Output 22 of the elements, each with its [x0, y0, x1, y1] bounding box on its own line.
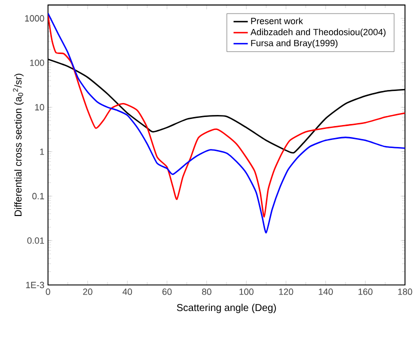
x-axis-title: Scattering angle (Deg) [176, 304, 276, 314]
y-axis-title: Differential cross section (a$_{0}$$^{2}$/sr) [13, 74, 24, 216]
x-tick-label: 20 [83, 288, 92, 295]
legend-label: Fursa and Bray(1999) [251, 40, 338, 48]
x-tick-label: 160 [358, 288, 372, 295]
y-tick-label: 100 [30, 60, 44, 66]
y-tick-label: 0.1 [32, 192, 44, 200]
x-tick-label: 180 [398, 288, 412, 295]
x-tick-label: 60 [162, 288, 172, 295]
x-tick-label: 100 [240, 288, 254, 295]
legend-label: Present work [251, 18, 304, 24]
x-tick-label: 40 [122, 288, 132, 295]
x-tick-label: 0 [46, 288, 50, 295]
y-tick-label: 1 [40, 148, 44, 155]
y-tick-label: 10 [35, 104, 44, 110]
legend-label: Adibzadeh and Theodosiou(2004) [250, 28, 386, 38]
y-tick-label: 0.01 [27, 237, 44, 244]
x-tick-label: 140 [318, 288, 333, 295]
x-tick-label: 80 [202, 288, 212, 295]
y-tick-label: 1000 [25, 15, 44, 22]
y-tick-label: 1E-3 [26, 282, 44, 288]
x-tick-label: 120 [279, 288, 294, 295]
